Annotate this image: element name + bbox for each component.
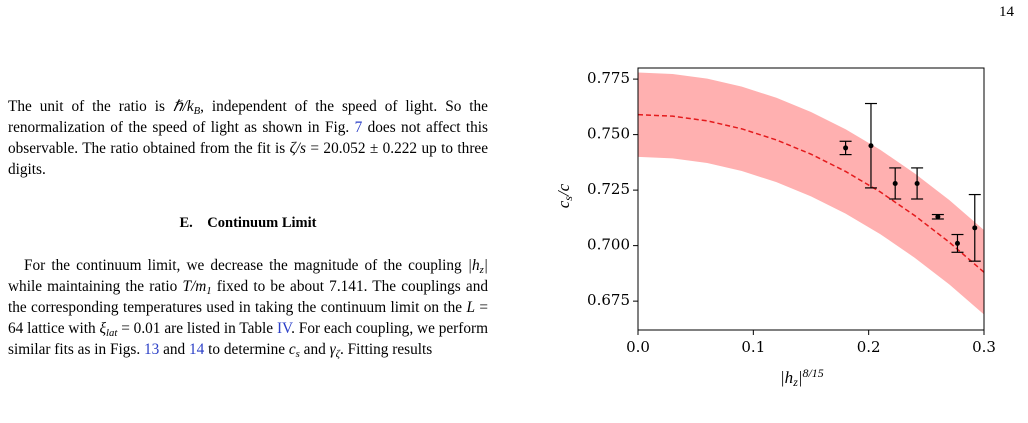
text-segment: , independent of the speed of light. So … (8, 98, 488, 136)
text-segment: s (295, 348, 300, 360)
x-tick-label: 0.0 (626, 338, 650, 356)
text-segment: ℏ/k (172, 98, 194, 115)
section-heading: E. Continuum Limit (8, 215, 488, 232)
paragraph: The unit of the ratio is ℏ/kB, independe… (8, 96, 488, 180)
y-tick-label: 0.750 (587, 125, 630, 143)
x-tick-label: 0.2 (857, 338, 881, 356)
text-segment: ζ/s (289, 140, 307, 157)
text-segment: = 20.052 ± 0.222 up to three digits. (8, 140, 488, 178)
text-segment: |h (467, 257, 480, 274)
paragraph-text: The unit of the ratio is ℏ/kB, independe… (8, 96, 488, 180)
y-tick-label: 0.700 (587, 236, 630, 254)
x-tick-label: 0.1 (741, 338, 765, 356)
x-axis-label: |hz|8/15 (780, 366, 824, 389)
text-segment: 14 (189, 341, 205, 358)
paragraph-text: For the continuum limit, we decrease the… (8, 255, 488, 360)
text-segment: ξ (99, 320, 107, 337)
text-segment: 7 (354, 119, 363, 136)
text-segment: The unit of the ratio is (8, 98, 173, 115)
text-segment: 1 (206, 285, 212, 297)
y-axis-label: cs/c (554, 183, 576, 209)
text-segment: /c (554, 183, 574, 197)
confidence-band (638, 72, 984, 315)
text-segment: . For each coupling, we perform similar … (8, 320, 488, 358)
section-number: E. (179, 215, 193, 231)
page-number: 14 (999, 4, 1014, 20)
text-segment: 8/15 (802, 366, 824, 380)
data-point (892, 180, 898, 186)
data-point (972, 225, 978, 231)
section-title: Continuum Limit (207, 215, 317, 231)
data-point (914, 180, 920, 186)
y-tick-label: 0.725 (587, 180, 630, 198)
y-tick-label: 0.675 (587, 291, 630, 309)
text-segment: while maintaining the ratio (8, 278, 183, 295)
text-segment: c (288, 341, 296, 358)
text-segment: γ (329, 341, 336, 358)
text-segment: B (193, 105, 201, 117)
text-segment: T/m (182, 278, 207, 295)
text-segment: | (483, 257, 488, 274)
plot-frame (637, 67, 985, 331)
text-segment: = 0.01 are listed in Table (117, 320, 277, 337)
text-segment: z (793, 375, 798, 389)
text-segment: fixed to be about 7.141. The couplings a… (8, 278, 488, 316)
text-segment: and (159, 341, 190, 358)
x-tick-label: 0.3 (972, 338, 996, 356)
text-segment: and (299, 341, 330, 358)
data-point (868, 143, 874, 149)
text-segment: to determine (204, 341, 289, 358)
text-segment: |h (780, 368, 794, 387)
text-segment: . Fitting results (339, 341, 433, 358)
text-segment: IV (276, 320, 292, 337)
text-segment: z (479, 264, 484, 276)
data-point (954, 240, 960, 246)
text-segment: | (797, 368, 803, 387)
paragraph: For the continuum limit, we decrease the… (8, 255, 488, 360)
text-segment: c (554, 200, 574, 209)
text-segment: does not affect this observable. The rat… (8, 119, 488, 157)
text-segment: s (561, 196, 576, 201)
fit-curve (637, 113, 985, 273)
data-point (935, 214, 941, 220)
y-tick-label: 0.775 (587, 69, 630, 87)
text-segment: 13 (143, 341, 160, 358)
text-segment: lat (106, 327, 118, 339)
text-segment: For the continuum limit, we decrease the… (24, 257, 468, 274)
text-segment: L (466, 299, 475, 316)
data-point (843, 145, 849, 151)
text-segment: ζ (335, 348, 340, 360)
text-segment: = 64 lattice with (8, 299, 489, 337)
